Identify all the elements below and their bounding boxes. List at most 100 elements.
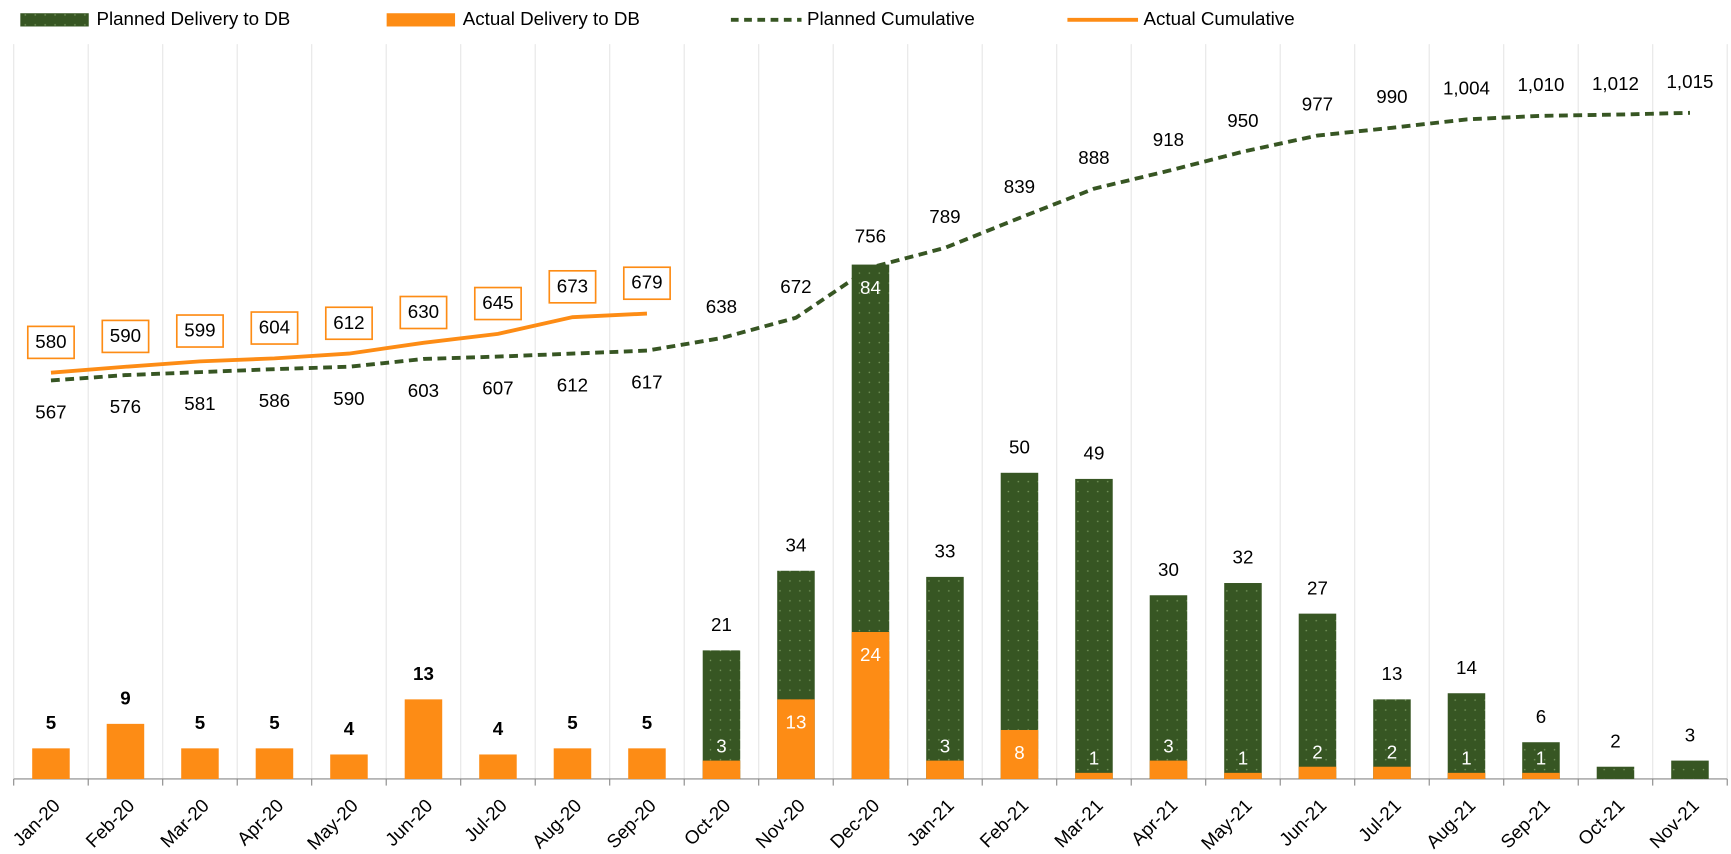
bar — [926, 760, 964, 779]
bar-label: 21 — [711, 614, 732, 635]
bar-label: 49 — [1084, 443, 1105, 464]
line — [50, 110, 1691, 383]
x-tick-label: Jan-21 — [903, 795, 958, 850]
bar — [1075, 478, 1113, 779]
bar-label: 24 — [860, 644, 881, 665]
bar-label: 5 — [269, 712, 279, 733]
line — [50, 311, 648, 375]
bar — [1000, 729, 1039, 779]
line-label: 950 — [1227, 110, 1258, 131]
bar — [1596, 766, 1635, 779]
bar — [702, 760, 741, 779]
bar — [702, 650, 741, 779]
bar-label: 5 — [567, 712, 577, 733]
x-tick-label: Apr-20 — [233, 795, 288, 850]
line-label: 789 — [929, 206, 960, 227]
label-box — [324, 306, 373, 341]
label-box — [175, 314, 224, 348]
bar — [777, 699, 815, 779]
bar — [1373, 699, 1411, 779]
line-label: 977 — [1302, 94, 1333, 115]
bar — [1522, 772, 1560, 779]
x-tick-label: Dec-20 — [826, 795, 884, 853]
bar-label: 5 — [642, 712, 652, 733]
x-tick-label: Sep-21 — [1496, 795, 1554, 853]
x-tick-label: Feb-21 — [976, 795, 1033, 852]
line-label: 645 — [482, 292, 513, 313]
bar-label: 2 — [1610, 730, 1620, 751]
line-label: 617 — [631, 372, 662, 393]
bar-label: 1 — [1461, 748, 1471, 769]
line-label: 576 — [110, 396, 141, 417]
bar-label: 8 — [1014, 742, 1024, 763]
bar-label: 13 — [413, 663, 434, 684]
bar-label: 32 — [1233, 547, 1254, 568]
x-tick-label: Jul-21 — [1354, 795, 1405, 846]
bar-label: 3 — [1685, 724, 1695, 745]
label-box — [473, 286, 522, 321]
x-tick-label: Nov-21 — [1645, 795, 1703, 853]
line-label: 567 — [35, 402, 66, 423]
line-label: 839 — [1004, 176, 1035, 197]
bar-label: 27 — [1307, 577, 1328, 598]
bar — [1671, 760, 1709, 779]
x-tick-label: Oct-20 — [680, 795, 735, 850]
line-label: 590 — [333, 388, 364, 409]
label-box — [548, 269, 597, 304]
line-label: 638 — [706, 296, 737, 317]
x-tick-label: Jul-20 — [460, 795, 511, 846]
line-label: 990 — [1376, 86, 1407, 107]
line-label: 673 — [557, 275, 588, 296]
line-label: 918 — [1153, 129, 1184, 150]
x-tick-label: Nov-20 — [751, 795, 809, 853]
bar — [1149, 760, 1188, 779]
bar — [1447, 693, 1486, 779]
line-label: 756 — [855, 226, 886, 247]
bar-label: 50 — [1009, 436, 1030, 457]
legend-label: Planned Delivery to DB — [96, 8, 290, 29]
line-label: 612 — [333, 312, 364, 333]
bar — [1224, 583, 1262, 779]
line-label: 672 — [780, 276, 811, 297]
x-tick-label: May-21 — [1197, 795, 1256, 854]
line-label: 603 — [408, 380, 439, 401]
bar — [404, 699, 443, 779]
x-tick-label: Mar-20 — [156, 795, 213, 852]
label-box — [26, 325, 75, 360]
bar — [106, 723, 145, 779]
bar — [1522, 742, 1560, 779]
bar-label: 13 — [786, 712, 807, 733]
legend-label: Actual Delivery to DB — [463, 8, 640, 29]
x-tick-label: Apr-21 — [1127, 795, 1182, 850]
bar-label: 9 — [120, 688, 130, 709]
bar — [32, 748, 70, 779]
line-label: 679 — [631, 272, 662, 293]
x-tick-label: Aug-20 — [528, 795, 586, 853]
line-label: 612 — [557, 375, 588, 396]
bar-label: 6 — [1536, 706, 1546, 727]
line-label: 586 — [259, 390, 290, 411]
label-box — [399, 295, 448, 330]
bar-label: 34 — [786, 534, 807, 555]
bar-label: 5 — [195, 712, 205, 733]
line-label: 630 — [408, 301, 439, 322]
line-label: 590 — [110, 325, 141, 346]
line-label: 599 — [184, 320, 215, 341]
bar-label: 84 — [860, 277, 881, 298]
bar — [181, 748, 219, 779]
bar-label: 5 — [46, 712, 56, 733]
bar — [1373, 766, 1411, 779]
bar — [1298, 766, 1337, 779]
line-label: 581 — [184, 393, 215, 414]
x-tick-label: May-20 — [303, 795, 362, 854]
bar-label: 1 — [1238, 748, 1248, 769]
bar — [330, 754, 368, 779]
label-box — [622, 266, 671, 301]
x-tick-label: Oct-21 — [1574, 795, 1629, 850]
bar-label: 33 — [935, 541, 956, 562]
bar-label: 4 — [493, 718, 504, 739]
bar-label: 3 — [1163, 735, 1173, 756]
legend-swatch — [20, 13, 89, 27]
bar — [1298, 613, 1337, 779]
line-label: 1,004 — [1443, 78, 1490, 99]
